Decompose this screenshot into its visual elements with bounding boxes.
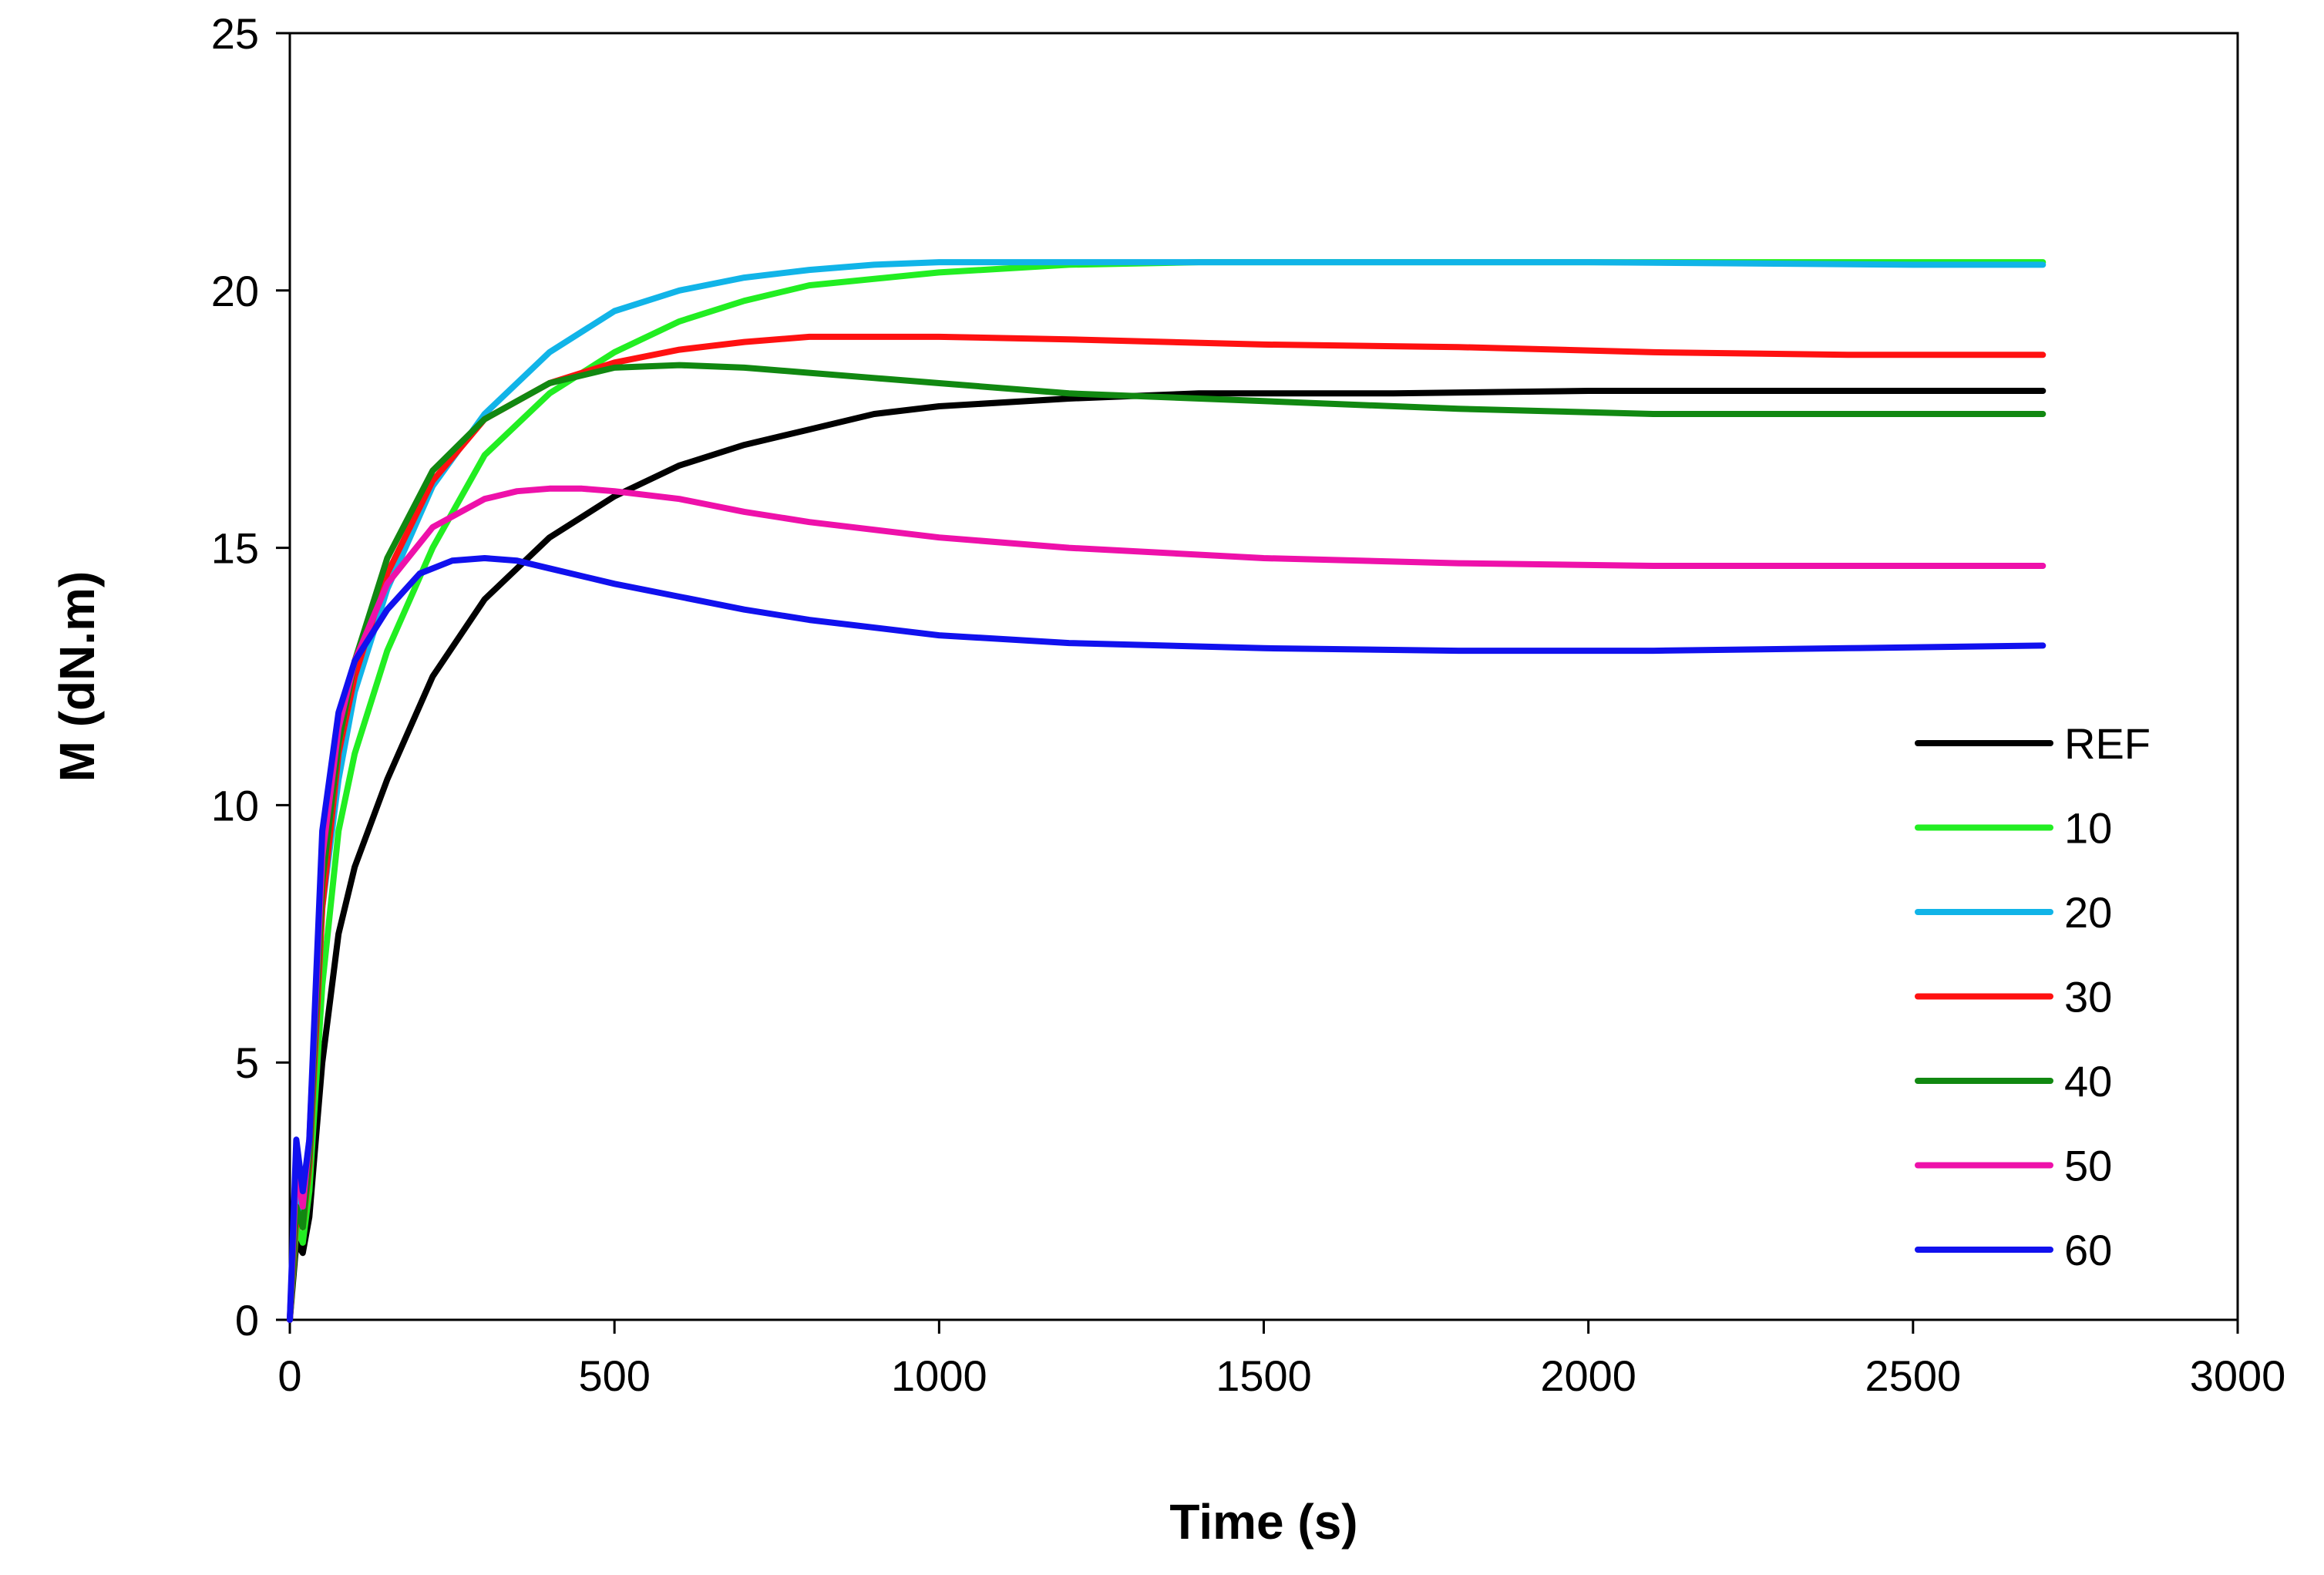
x-tick-label: 1500 (1216, 1351, 1312, 1400)
x-tick-label: 1000 (891, 1351, 987, 1400)
series-line-30 (287, 333, 2047, 1323)
series-line-20 (287, 259, 2047, 1323)
y-tick-label: 10 (211, 781, 259, 830)
legend-label: 40 (2064, 1057, 2112, 1106)
series-layer (287, 259, 2047, 1323)
legend-label: 60 (2064, 1226, 2112, 1274)
legend-label: 30 (2064, 973, 2112, 1021)
x-tick-label: 0 (277, 1351, 301, 1400)
y-tick-label: 20 (211, 267, 259, 315)
y-tick-label: 0 (235, 1296, 259, 1344)
y-tick-label: 5 (235, 1038, 259, 1087)
y-tick-label: 15 (211, 524, 259, 573)
series-line-50 (287, 485, 2047, 1323)
x-axis-title: Time (s) (1169, 1494, 1357, 1550)
legend-label: REF (2064, 719, 2151, 768)
legend-label: 20 (2064, 888, 2112, 937)
series-line-ref (287, 388, 2047, 1323)
y-axis-title: M (dN.m) (49, 571, 105, 782)
plot-area (288, 32, 2239, 1321)
plot-border (288, 32, 2239, 1321)
axes: 0 500 1000 1500 2000 2500 3000 0 5 10 15 20 25 (211, 9, 2286, 1400)
series-line-40 (287, 362, 2047, 1323)
y-tick-label: 25 (211, 9, 259, 58)
legend-label: 10 (2064, 804, 2112, 853)
series-line-60 (287, 555, 2047, 1323)
x-tick-label: 3000 (2190, 1351, 2286, 1400)
x-tick-label: 2000 (1540, 1351, 1636, 1400)
series-line-10 (287, 259, 2047, 1323)
legend-label: 50 (2064, 1142, 2112, 1190)
x-tick-label: 2500 (1865, 1351, 1962, 1400)
x-tick-label: 500 (578, 1351, 650, 1400)
legend: REF 10 20 30 40 50 60 (1915, 719, 2151, 1274)
